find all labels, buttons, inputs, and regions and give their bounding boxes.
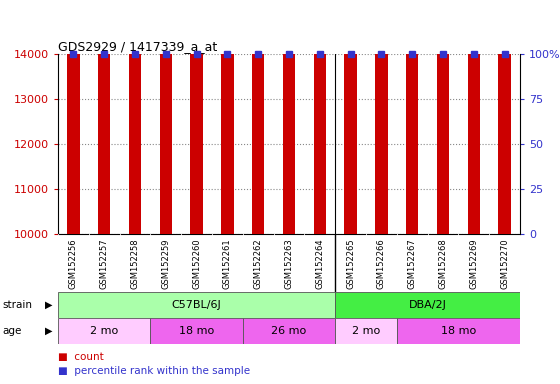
Bar bbox=[58, 318, 151, 344]
Text: GSM152267: GSM152267 bbox=[408, 238, 417, 290]
Text: ■  count: ■ count bbox=[58, 352, 104, 362]
Text: 18 mo: 18 mo bbox=[179, 326, 214, 336]
Bar bbox=[437, 0, 449, 234]
Text: 26 mo: 26 mo bbox=[272, 326, 307, 336]
Bar bbox=[190, 0, 203, 234]
Text: 18 mo: 18 mo bbox=[441, 326, 476, 336]
Bar bbox=[397, 318, 520, 344]
Text: GSM152266: GSM152266 bbox=[377, 238, 386, 290]
Text: GSM152256: GSM152256 bbox=[69, 238, 78, 289]
Bar bbox=[160, 0, 172, 234]
Text: 2 mo: 2 mo bbox=[352, 326, 380, 336]
Text: C57BL/6J: C57BL/6J bbox=[172, 300, 221, 310]
Text: GSM152269: GSM152269 bbox=[469, 238, 478, 289]
Text: DBA/2J: DBA/2J bbox=[409, 300, 446, 310]
Text: GSM152261: GSM152261 bbox=[223, 238, 232, 289]
Bar bbox=[468, 0, 480, 234]
Text: ▶: ▶ bbox=[44, 326, 52, 336]
Text: GSM152262: GSM152262 bbox=[254, 238, 263, 289]
Text: GSM152257: GSM152257 bbox=[100, 238, 109, 289]
Bar bbox=[129, 0, 141, 234]
Bar bbox=[375, 0, 388, 234]
Bar bbox=[58, 292, 335, 318]
Text: GSM152265: GSM152265 bbox=[346, 238, 355, 289]
Text: GSM152260: GSM152260 bbox=[192, 238, 201, 289]
Text: ■  percentile rank within the sample: ■ percentile rank within the sample bbox=[58, 366, 250, 376]
Bar bbox=[252, 0, 264, 234]
Text: ▶: ▶ bbox=[44, 300, 52, 310]
Text: GSM152259: GSM152259 bbox=[161, 238, 170, 289]
Text: 2 mo: 2 mo bbox=[90, 326, 118, 336]
Text: GSM152268: GSM152268 bbox=[438, 238, 447, 290]
Bar bbox=[335, 292, 520, 318]
Text: age: age bbox=[2, 326, 21, 336]
Bar bbox=[283, 0, 295, 234]
Bar bbox=[151, 318, 243, 344]
Bar bbox=[335, 318, 397, 344]
Bar bbox=[243, 318, 335, 344]
Bar bbox=[67, 0, 80, 234]
Text: GDS2929 / 1417339_a_at: GDS2929 / 1417339_a_at bbox=[58, 40, 217, 53]
Text: GSM152258: GSM152258 bbox=[130, 238, 139, 289]
Bar bbox=[406, 0, 418, 234]
Text: GSM152270: GSM152270 bbox=[500, 238, 509, 289]
Bar bbox=[314, 0, 326, 234]
Text: GSM152264: GSM152264 bbox=[315, 238, 324, 289]
Text: strain: strain bbox=[2, 300, 32, 310]
Bar bbox=[344, 0, 357, 234]
Bar bbox=[98, 0, 110, 234]
Bar bbox=[221, 0, 234, 234]
Bar bbox=[498, 0, 511, 234]
Text: GSM152263: GSM152263 bbox=[284, 238, 293, 290]
